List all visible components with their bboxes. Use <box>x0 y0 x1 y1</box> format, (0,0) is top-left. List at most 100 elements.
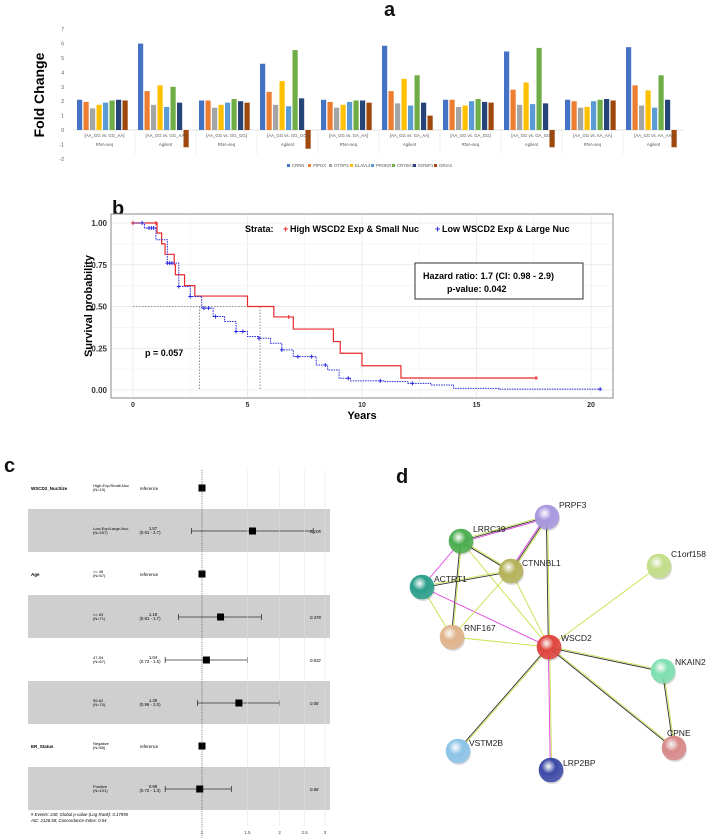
bar-cryba2 <box>292 50 298 130</box>
legend-swatch-otop3 <box>329 164 332 167</box>
bar-cryba2 <box>109 100 115 130</box>
bar-crnn <box>260 63 266 131</box>
network-edge <box>547 647 551 771</box>
category-platform-label: Agilent <box>525 142 539 147</box>
network-edge <box>460 516 548 542</box>
bar-prokr1 <box>652 107 658 130</box>
bar-elavl4 <box>340 104 346 130</box>
level-label: 55-62 <box>93 698 104 703</box>
bar-prokr1 <box>103 102 109 130</box>
censor-mark <box>153 221 158 225</box>
legend-label: ELAVL4 <box>355 163 371 168</box>
censor-mark <box>295 354 300 359</box>
category-platform-label: RNA-seq <box>340 142 358 147</box>
category-comparison-label: [AA_GG vs. GG_GG] <box>267 133 308 138</box>
bar-pipox <box>449 99 455 130</box>
y-tick-label: 0.75 <box>91 261 107 270</box>
node-label: LRP2BP <box>563 758 596 768</box>
category-platform-label: RNA-seq <box>96 142 114 147</box>
legend-swatch-gria3 <box>434 164 437 167</box>
network-node-nkain2 <box>650 658 676 684</box>
y-tick-label: -1 <box>60 142 65 148</box>
category-platform-label: Agilent <box>159 142 173 147</box>
censor-mark <box>286 314 291 319</box>
network-edge <box>549 645 664 671</box>
bar-otop3 <box>639 105 645 130</box>
bar-cryba2 <box>353 100 359 130</box>
bar-gria3 <box>122 100 128 130</box>
category-comparison-label: [AA_GG vs. AA_AA] <box>573 133 612 138</box>
row-shading <box>28 595 330 638</box>
category-comparison-label: [AA_GG vs. GG_AA] <box>85 133 125 138</box>
forest-row: Low-Exp/Large-Nuc(N=257) 1.57(0.91 - 2.7)… <box>28 509 330 552</box>
y-axis-title: Survival probability <box>83 254 95 357</box>
bar-elavl4 <box>218 104 224 130</box>
bar-igfbp1 <box>543 103 549 130</box>
node-label: RNF167 <box>464 623 496 633</box>
legend-label: GRIA3 <box>439 163 453 168</box>
network-edge <box>663 670 676 748</box>
bar-otop3 <box>90 108 96 130</box>
bar-igfbp1 <box>421 102 427 130</box>
bar-pipox <box>266 91 272 130</box>
bar-cryba2 <box>536 47 542 130</box>
censor-mark <box>151 226 156 231</box>
node-label: ACTRT1 <box>434 574 467 584</box>
legend-label: CRNN <box>292 163 304 168</box>
bar-crnn <box>321 99 327 130</box>
legend-label-low: Low WSCD2 Exp & Large Nuc <box>442 224 570 234</box>
bar-otop3 <box>395 103 401 130</box>
legend-label: OTOP3 <box>334 163 349 168</box>
censor-mark <box>346 376 351 381</box>
censor-mark <box>234 329 239 334</box>
node-label: VSTM2B <box>469 738 503 748</box>
bar-elavl4 <box>279 81 285 130</box>
bar-cryba2 <box>475 99 481 130</box>
bar-otop3 <box>151 104 157 130</box>
network-node-prpf3 <box>534 504 560 530</box>
ci-value: (0.96 - 2.0) <box>139 702 161 707</box>
bar-prokr1 <box>164 106 170 130</box>
bar-elavl4 <box>157 85 163 130</box>
x-tick-label: 5 <box>246 402 250 409</box>
network-edge <box>451 636 550 648</box>
hr-pvalue-text: p-value: 0.042 <box>447 284 507 294</box>
bar-chart-a: Fold Change -2 -1 0 1 2 3 4 5 6 7 [AA_GG vs. GG_AA]… <box>31 27 684 168</box>
forest-row: >= 63(N=71) 1.18(0.81 - 1.7) 0.378 <box>28 595 330 638</box>
hr-value: 1.18 <box>149 612 158 617</box>
bar-gria3 <box>549 130 555 148</box>
network-edge <box>545 517 549 648</box>
network-edge <box>422 571 512 589</box>
forest-row: WSCD2_NucSize High-Exp/Small-Nuc(N=19) ref… <box>31 483 206 492</box>
bar-otop3 <box>273 104 279 130</box>
network-edge <box>450 540 461 637</box>
bar-crnn <box>565 99 571 130</box>
p-value: 0.378 <box>310 615 321 620</box>
category-comparison-label: [AA_GG vs. GA_GG] <box>511 133 551 138</box>
bar-otop3 <box>517 104 523 130</box>
network-node-actrt1 <box>409 574 435 600</box>
hazard-ratio-text: Hazard ratio: 1.7 (CI: 0.98 - 2.9) <box>423 271 554 281</box>
bar-elavl4 <box>584 106 590 130</box>
bar-crnn <box>382 45 388 131</box>
node-label: NKAIN2 <box>675 657 706 667</box>
category-comparison-label: [AA_GG vs. GA_AA] <box>390 133 429 138</box>
bar-prokr1 <box>408 105 414 130</box>
level-label: Positive <box>93 784 108 789</box>
network-edge <box>549 646 553 770</box>
panel-label-c: c <box>4 455 16 477</box>
category-platform-label: Agilent <box>647 142 661 147</box>
censor-mark <box>201 306 206 311</box>
x-axis-title: Years <box>347 410 376 422</box>
y-tick-label: 1 <box>61 114 64 120</box>
level-label: High-Exp/Small-Nuc <box>93 483 129 488</box>
network-edge <box>421 569 511 587</box>
survival-curve-low <box>133 222 601 390</box>
category-platform-label: RNA-seq <box>462 142 480 147</box>
node-label: WSCD2 <box>561 633 592 643</box>
y-tick-label: 2 <box>61 99 64 105</box>
level-label: Negative <box>93 741 110 746</box>
hr-marker <box>202 656 210 664</box>
y-tick-label: 0 <box>61 128 64 134</box>
